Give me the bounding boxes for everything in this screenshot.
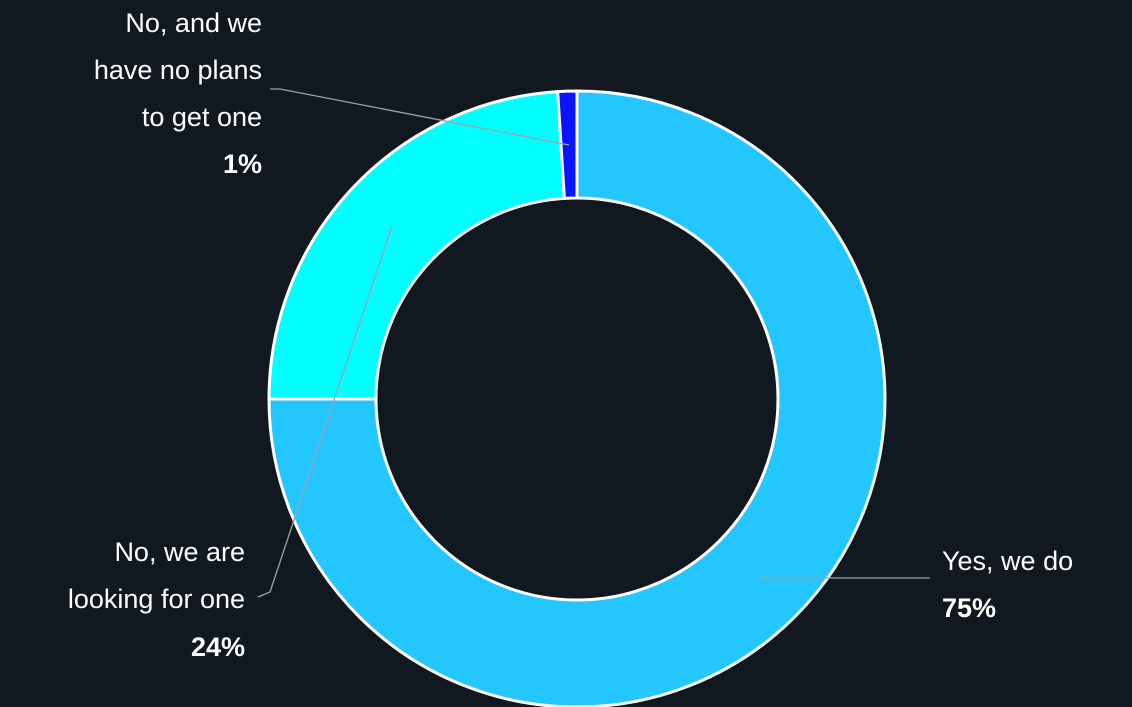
label-no-plans-line-2: have no plans: [94, 55, 262, 85]
value-label-looking-for-one: 24%: [191, 632, 245, 662]
value-label-no-plans: 1%: [223, 149, 262, 179]
value-label-yes-we-do: 75%: [942, 593, 996, 623]
leader-line-looking-for-one: [257, 225, 393, 598]
leader-lines: [257, 88, 930, 598]
label-yes-we-do-line-1: Yes, we do: [942, 546, 1073, 576]
label-looking-for-one-line-1: No, we are: [114, 537, 245, 567]
label-looking-for-one-line-2: looking for one: [68, 584, 245, 614]
leader-line-no-plans: [270, 88, 570, 146]
slice-yes-we-do: [267, 89, 887, 707]
donut-slices: [267, 89, 887, 707]
slice-looking-for-one: [267, 90, 566, 401]
label-no-plans-line-1: No, and we: [125, 8, 262, 38]
label-looking-for-one: No, we are looking for one 24%: [68, 537, 245, 662]
label-yes-we-do: Yes, we do 75%: [942, 546, 1073, 623]
label-no-plans: No, and we have no plans to get one 1%: [94, 8, 262, 179]
label-no-plans-line-3: to get one: [142, 102, 262, 132]
